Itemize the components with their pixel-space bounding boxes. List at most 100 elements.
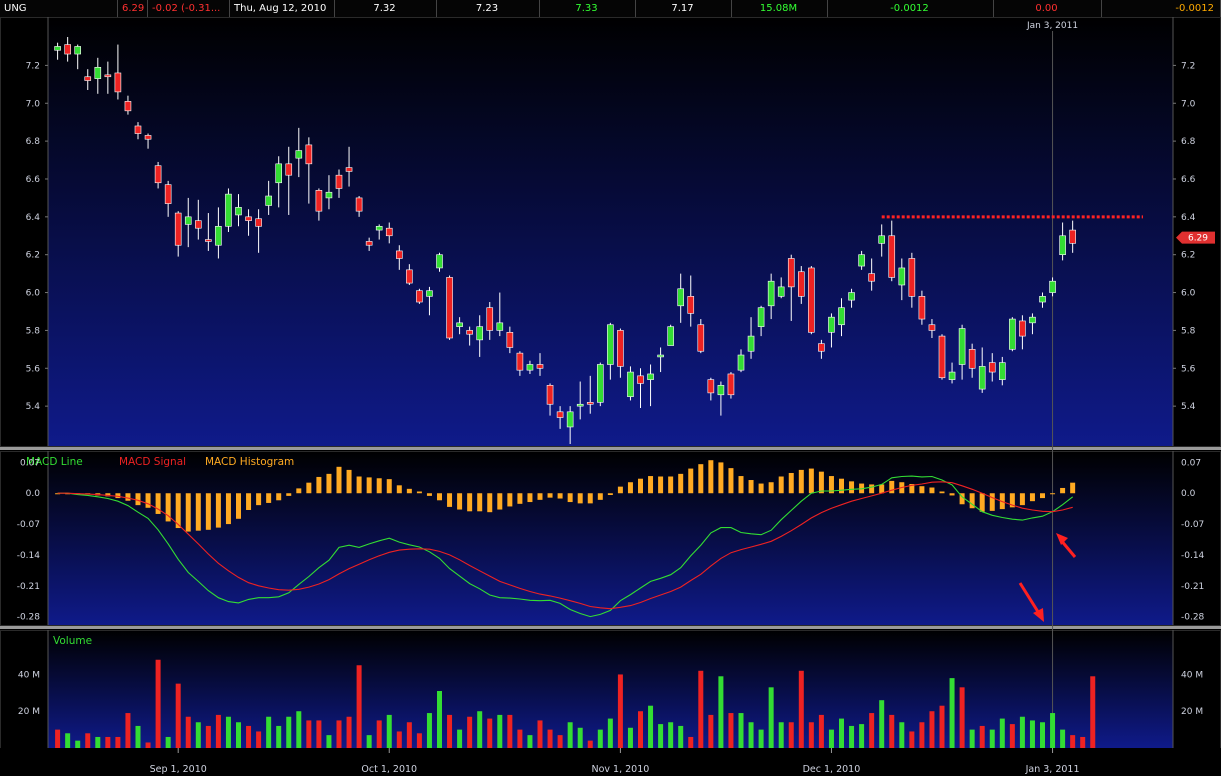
candle-body[interactable] bbox=[808, 267, 815, 333]
candle-body[interactable] bbox=[245, 216, 252, 221]
candle-body[interactable] bbox=[375, 226, 383, 231]
candle-body[interactable] bbox=[878, 235, 886, 244]
candle-body[interactable] bbox=[275, 163, 283, 184]
candle-body[interactable] bbox=[406, 269, 413, 284]
candle-body[interactable] bbox=[355, 197, 363, 212]
candle-body[interactable] bbox=[1049, 280, 1056, 293]
candle-body[interactable] bbox=[365, 241, 373, 246]
candle-body[interactable] bbox=[104, 74, 112, 78]
candle-body[interactable] bbox=[908, 258, 916, 297]
candle-body[interactable] bbox=[1009, 318, 1016, 350]
candle-body[interactable] bbox=[757, 307, 765, 327]
candle-body[interactable] bbox=[797, 271, 805, 297]
candle-body[interactable] bbox=[998, 362, 1006, 380]
candle-body[interactable] bbox=[154, 165, 162, 184]
candle-body[interactable] bbox=[556, 411, 564, 418]
candle-body[interactable] bbox=[858, 254, 865, 267]
candle-body[interactable] bbox=[426, 290, 433, 297]
candle-body[interactable] bbox=[54, 46, 61, 51]
candle-body[interactable] bbox=[325, 191, 333, 199]
candle-body[interactable] bbox=[395, 250, 403, 259]
candle-body[interactable] bbox=[627, 371, 634, 397]
candle-body[interactable] bbox=[586, 402, 594, 405]
candle-body[interactable] bbox=[225, 193, 232, 227]
candle-body[interactable] bbox=[124, 101, 132, 112]
stock-chart[interactable]: Jan 3, 2011 6.29 MACD Line MACD Signal MAC… bbox=[0, 17, 1221, 776]
candle-body[interactable] bbox=[295, 150, 303, 159]
candle-body[interactable] bbox=[1039, 296, 1046, 303]
candle-body[interactable] bbox=[898, 267, 906, 286]
candle-body[interactable] bbox=[938, 335, 946, 379]
candle-body[interactable] bbox=[416, 290, 423, 303]
candle-body[interactable] bbox=[235, 207, 242, 216]
candle-body[interactable] bbox=[476, 326, 484, 341]
candle-body[interactable] bbox=[496, 322, 504, 331]
candle-body[interactable] bbox=[265, 195, 272, 206]
candle-body[interactable] bbox=[536, 364, 544, 369]
candle-body[interactable] bbox=[777, 286, 785, 297]
candle-body[interactable] bbox=[767, 280, 775, 307]
candle-body[interactable] bbox=[647, 373, 654, 380]
candle-body[interactable] bbox=[838, 307, 845, 326]
candle-body[interactable] bbox=[707, 379, 715, 394]
candle-body[interactable] bbox=[335, 174, 343, 189]
candle-body[interactable] bbox=[205, 239, 212, 242]
candle-body[interactable] bbox=[717, 385, 725, 396]
candle-body[interactable] bbox=[697, 324, 705, 352]
candle-body[interactable] bbox=[868, 273, 875, 282]
candle-body[interactable] bbox=[134, 125, 142, 134]
candle-body[interactable] bbox=[747, 335, 755, 352]
candle-body[interactable] bbox=[787, 258, 795, 288]
candle-body[interactable] bbox=[888, 235, 896, 278]
candle-body[interactable] bbox=[526, 364, 534, 371]
candle-body[interactable] bbox=[948, 371, 956, 380]
candle-body[interactable] bbox=[466, 330, 473, 335]
candle-body[interactable] bbox=[144, 135, 152, 140]
candle-body[interactable] bbox=[305, 144, 313, 165]
candle-body[interactable] bbox=[677, 288, 685, 307]
candle-body[interactable] bbox=[667, 326, 674, 346]
candle-body[interactable] bbox=[1069, 229, 1076, 244]
candle-body[interactable] bbox=[456, 322, 463, 327]
candle-body[interactable] bbox=[64, 44, 71, 55]
candle-body[interactable] bbox=[385, 227, 393, 237]
candle-body[interactable] bbox=[486, 307, 494, 331]
candle-body[interactable] bbox=[436, 254, 443, 269]
candle-body[interactable] bbox=[607, 324, 614, 365]
candle-body[interactable] bbox=[737, 354, 745, 371]
candle-body[interactable] bbox=[94, 66, 102, 79]
panel-separator[interactable] bbox=[0, 447, 1221, 450]
candle-body[interactable] bbox=[1019, 320, 1026, 337]
candle-body[interactable] bbox=[576, 403, 584, 407]
candle-body[interactable] bbox=[345, 167, 353, 172]
candle-body[interactable] bbox=[958, 328, 966, 365]
candle-body[interactable] bbox=[84, 76, 92, 81]
candle-body[interactable] bbox=[506, 332, 514, 348]
candle-body[interactable] bbox=[285, 163, 293, 176]
candle-body[interactable] bbox=[918, 296, 926, 320]
candle-body[interactable] bbox=[968, 349, 976, 369]
candle-body[interactable] bbox=[164, 184, 172, 204]
candle-body[interactable] bbox=[1029, 316, 1036, 324]
candle-body[interactable] bbox=[516, 352, 524, 371]
candle-body[interactable] bbox=[928, 324, 936, 331]
candle-body[interactable] bbox=[184, 216, 192, 225]
candle-body[interactable] bbox=[1059, 235, 1066, 255]
candle-body[interactable] bbox=[617, 330, 624, 367]
candle-body[interactable] bbox=[114, 72, 122, 93]
candle-body[interactable] bbox=[637, 375, 644, 384]
candle-body[interactable] bbox=[657, 354, 664, 358]
candle-body[interactable] bbox=[596, 364, 604, 403]
candle-body[interactable] bbox=[195, 220, 202, 229]
panel-separator[interactable] bbox=[0, 626, 1221, 629]
candle-body[interactable] bbox=[988, 362, 996, 373]
candle-body[interactable] bbox=[315, 190, 323, 212]
candle-body[interactable] bbox=[848, 292, 855, 301]
candle-body[interactable] bbox=[566, 411, 574, 428]
candle-body[interactable] bbox=[215, 226, 222, 246]
candle-body[interactable] bbox=[174, 212, 182, 246]
candle-body[interactable] bbox=[546, 385, 554, 405]
candle-body[interactable] bbox=[828, 316, 835, 333]
candle-body[interactable] bbox=[446, 277, 453, 339]
candle-body[interactable] bbox=[74, 46, 81, 55]
